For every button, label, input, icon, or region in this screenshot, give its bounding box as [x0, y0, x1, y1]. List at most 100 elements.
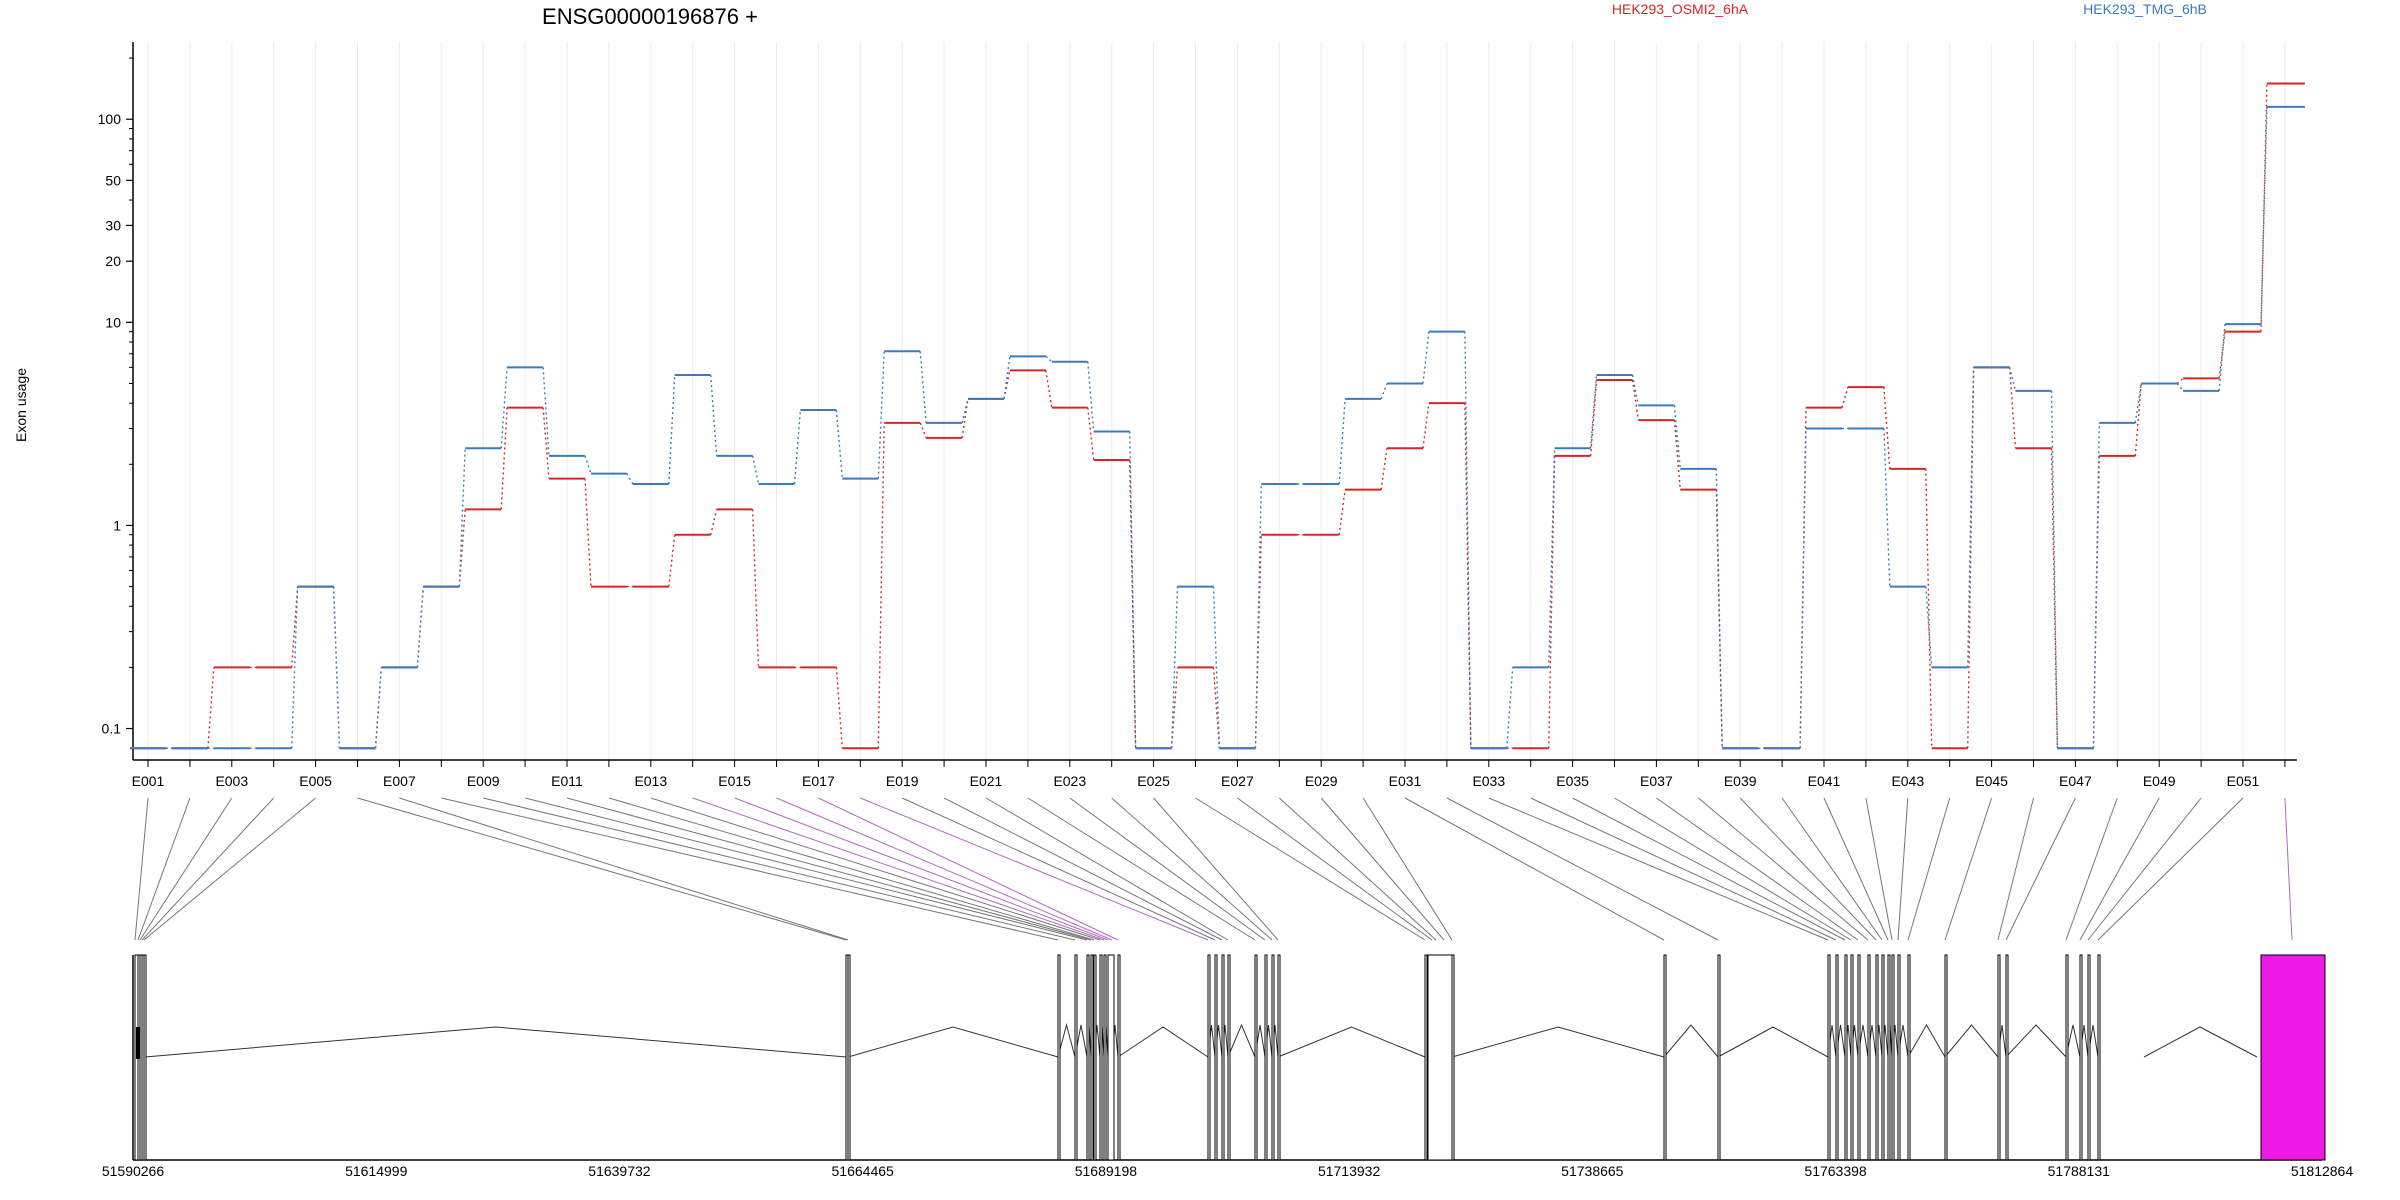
exon-connector	[943, 797, 1223, 941]
genomic-tick-label: 51788131	[2048, 1163, 2111, 1179]
exon-block	[1271, 954, 1275, 1161]
series-connector	[1673, 405, 1681, 469]
exon-connector	[1069, 797, 1266, 941]
series-connector	[877, 422, 885, 749]
series-connector	[751, 509, 760, 668]
exon-connector	[1697, 797, 1869, 941]
exon-connector	[1572, 797, 1846, 941]
legend-series-1: HEK293_OSMI2_6hA	[1612, 1, 1749, 17]
exon-connector	[1656, 797, 1859, 941]
x-tick-label: E001	[132, 773, 165, 789]
x-tick-label: E051	[2227, 773, 2260, 789]
exon-connector	[1488, 797, 1829, 941]
exon-connector	[1446, 797, 1719, 941]
genomic-tick-label: 51763398	[1804, 1163, 1867, 1179]
series-connector	[835, 667, 843, 749]
exon-block	[1093, 954, 1097, 1161]
exon-block	[1221, 954, 1225, 1161]
exon-connector	[143, 797, 316, 941]
exon-block	[1717, 954, 1721, 1161]
series-connector	[1631, 374, 1640, 406]
x-tick-label: E003	[215, 773, 248, 789]
exon-block	[847, 954, 851, 1161]
exon-connector	[1944, 797, 1993, 941]
exon-connector	[1897, 797, 1909, 941]
exon-connector	[818, 797, 1119, 941]
series-connector	[1548, 455, 1556, 749]
series-1	[130, 82, 2305, 750]
exon-block	[2065, 954, 2069, 1161]
series-layer	[130, 82, 2305, 750]
genomic-tick-label: 51738665	[1561, 1163, 1624, 1179]
x-tick-label: E023	[1053, 773, 1086, 789]
x-tick-label: E019	[886, 773, 919, 789]
exon-block	[1057, 954, 1061, 1161]
exon-block	[1117, 954, 1121, 1161]
series-connector	[2092, 422, 2100, 749]
exon-connector	[134, 797, 149, 941]
x-tick-label: E015	[718, 773, 751, 789]
y-tick-label: 10	[105, 314, 121, 330]
exon-block	[136, 1027, 140, 1059]
exon-connector	[692, 797, 1105, 941]
exon-connector	[1237, 797, 1433, 941]
exon-connector	[650, 797, 1101, 941]
exon-block-highlight	[2260, 954, 2326, 1161]
series-connector	[626, 473, 634, 485]
x-tick-label: E045	[1975, 773, 2008, 789]
series-connector	[1631, 379, 1640, 421]
series-connector	[2008, 367, 2017, 449]
series-connector	[2218, 324, 2226, 391]
x-tick-label: E049	[2143, 773, 2176, 789]
genomic-tick-label: 51639732	[588, 1163, 651, 1179]
exon-connector	[2097, 797, 2244, 941]
exon-block	[1835, 954, 1839, 1161]
series-connector	[1170, 586, 1179, 749]
exon-block	[1424, 954, 1428, 1161]
series-connector	[1715, 468, 1723, 749]
series-connector	[1841, 386, 1849, 408]
exon-connector	[141, 797, 275, 941]
x-tick-label: E017	[802, 773, 835, 789]
exon-connector	[2065, 797, 2118, 941]
x-tick-label: E035	[1556, 773, 1589, 789]
exon-block	[1881, 954, 1885, 1161]
exon-block	[2079, 954, 2083, 1161]
series-connector	[584, 478, 592, 587]
genomic-tick-label: 51812864	[2291, 1163, 2354, 1179]
series-connector	[1548, 448, 1556, 668]
series-connector	[919, 422, 927, 439]
exon-connector	[1823, 797, 1889, 941]
series-connector	[1464, 403, 1472, 749]
exon-block	[1227, 954, 1231, 1161]
x-tick-label: E041	[1808, 773, 1841, 789]
series-connector	[1925, 586, 1933, 668]
series-connector	[500, 407, 508, 510]
exon-connector	[1362, 797, 1453, 941]
x-tick-label: E031	[1389, 773, 1422, 789]
series-connector	[2134, 383, 2142, 423]
exon-connector	[1195, 797, 1426, 941]
exon-connector	[2079, 797, 2160, 941]
exon-connector	[483, 797, 1076, 941]
exon-block	[143, 954, 147, 1161]
exon-connector	[2005, 797, 2076, 941]
exon-block	[1074, 954, 1078, 1161]
exon-block	[1827, 954, 1831, 1161]
series-connector	[877, 351, 885, 479]
exon-connector	[1865, 797, 1893, 941]
y-tick-label: 30	[105, 217, 121, 233]
exon-block	[2087, 954, 2091, 1161]
series-connector	[710, 509, 718, 535]
exon-connector	[2284, 797, 2293, 941]
series-connector	[710, 375, 718, 456]
exon-block	[1891, 954, 1895, 1161]
x-tick-label: E007	[383, 773, 416, 789]
series-connector	[1254, 483, 1262, 749]
exon-connector	[566, 797, 1092, 941]
exon-connector	[1111, 797, 1273, 941]
exon-block	[1997, 954, 2001, 1161]
y-tick-label: 20	[105, 253, 121, 269]
exon-connector	[1614, 797, 1852, 941]
